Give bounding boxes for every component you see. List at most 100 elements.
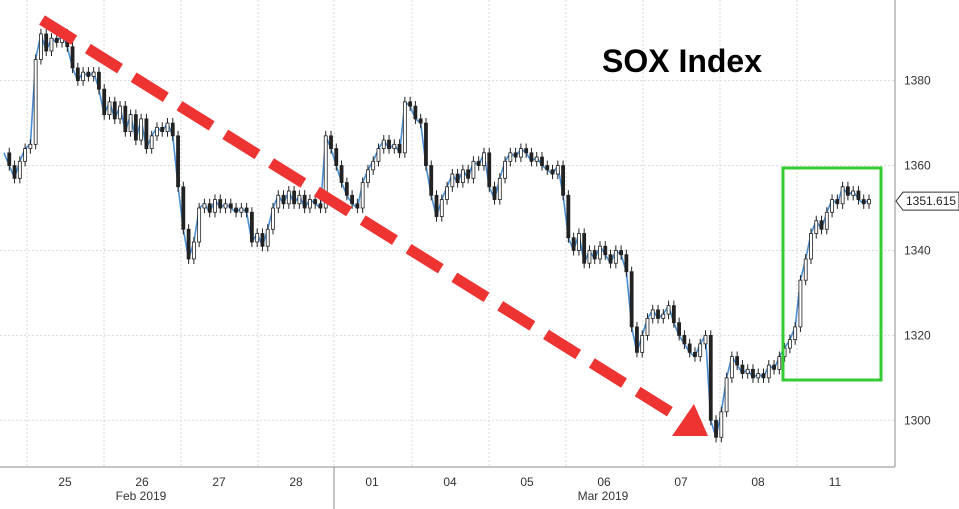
- candle-body: [91, 71, 96, 77]
- candle-body: [402, 101, 407, 154]
- month-label-feb: Feb 2019: [116, 489, 167, 503]
- y-tick-label: 1360: [904, 159, 931, 173]
- candle-body: [33, 59, 38, 145]
- candle-body: [798, 279, 803, 328]
- candle-body: [49, 37, 54, 52]
- candle-body: [529, 152, 534, 162]
- candle-body: [540, 156, 544, 166]
- candle-body: [176, 135, 180, 188]
- candle-body: [861, 199, 866, 205]
- candle-body: [867, 199, 871, 205]
- candle-body: [629, 271, 634, 328]
- candle-body: [508, 152, 513, 162]
- candle-body: [524, 148, 529, 154]
- x-tick-labels: 25 26 27 28 01 04 05 06 07 08 11: [58, 475, 841, 489]
- candle-body: [202, 203, 207, 209]
- candle-body: [39, 33, 43, 60]
- candle-body: [766, 364, 771, 379]
- candle-body: [276, 194, 281, 209]
- candle-body: [408, 101, 413, 107]
- candle-body: [455, 173, 460, 183]
- candle-body: [729, 356, 734, 379]
- price-series: [3, 30, 870, 438]
- x-tick-label: 06: [597, 475, 611, 489]
- candle-body: [165, 122, 170, 133]
- candle-body: [714, 419, 718, 438]
- candle-body: [619, 250, 624, 256]
- candle-body: [719, 411, 724, 438]
- candle-body: [334, 148, 339, 166]
- candle-body: [577, 233, 581, 251]
- trend-arrow: [39, 15, 708, 436]
- candle-body: [223, 203, 228, 209]
- candle-body: [7, 152, 12, 166]
- candle-body: [761, 373, 766, 379]
- x-tick-label: 05: [520, 475, 534, 489]
- x-tick-label: 04: [443, 475, 457, 489]
- trend-arrow-head: [672, 404, 708, 436]
- candle-body: [255, 233, 260, 243]
- candle-body: [534, 156, 539, 162]
- candle-body: [244, 207, 249, 213]
- candle-body: [814, 220, 819, 234]
- x-tick-label: 07: [674, 475, 688, 489]
- last-value-tag: [895, 191, 959, 211]
- highlight-box: [781, 166, 883, 382]
- candle-body: [155, 126, 159, 137]
- candle-body: [239, 207, 244, 213]
- candle-body: [249, 211, 254, 243]
- candle-body: [497, 177, 502, 200]
- candle-body: [471, 160, 476, 179]
- candle-body: [492, 186, 497, 200]
- candle-body: [81, 71, 86, 82]
- candle-body: [809, 233, 813, 260]
- candle-body: [23, 148, 27, 162]
- candle-body: [97, 71, 101, 90]
- candle-body: [260, 233, 265, 247]
- candle-body: [487, 152, 492, 188]
- candle-body: [360, 182, 365, 209]
- candle-body: [329, 135, 333, 149]
- candle-body: [75, 67, 80, 82]
- month-label-mar: Mar 2019: [578, 489, 629, 503]
- candle-body: [366, 169, 370, 183]
- candle-body: [751, 368, 755, 379]
- candle-body: [139, 118, 144, 141]
- candle-body: [777, 356, 782, 370]
- candle-body: [819, 220, 824, 230]
- candle-body: [281, 194, 286, 205]
- candle-body: [418, 118, 423, 124]
- candle-body: [381, 139, 386, 149]
- candle-body: [518, 148, 523, 158]
- candle-body: [635, 326, 639, 353]
- candle-body: [54, 37, 59, 43]
- candle-body: [787, 339, 792, 349]
- candle-body: [112, 101, 117, 120]
- series-line: [3, 30, 870, 438]
- x-tick-label: 08: [751, 475, 765, 489]
- candle-body: [608, 254, 613, 264]
- candle-body: [566, 194, 571, 239]
- candle-body: [640, 334, 645, 353]
- candles: [7, 28, 871, 443]
- candle-body: [445, 186, 449, 200]
- y-tick-label: 1340: [904, 243, 931, 257]
- candle-body: [708, 334, 713, 421]
- candle-body: [682, 334, 687, 345]
- candle-body: [830, 199, 834, 213]
- candle-body: [292, 190, 296, 205]
- candle-body: [503, 160, 507, 179]
- y-tick-label: 1380: [904, 74, 931, 88]
- candle-body: [160, 126, 165, 133]
- candle-body: [107, 101, 112, 116]
- x-tick-label: 11: [829, 475, 842, 489]
- candle-body: [302, 194, 307, 209]
- candle-body: [118, 105, 122, 120]
- x-tick-label: 01: [365, 475, 379, 489]
- candle-body: [371, 160, 376, 171]
- candle-body: [12, 165, 17, 179]
- candle-body: [218, 199, 223, 209]
- candle-body: [724, 377, 729, 413]
- candle-body: [482, 152, 486, 166]
- x-tick-label: 28: [289, 475, 303, 489]
